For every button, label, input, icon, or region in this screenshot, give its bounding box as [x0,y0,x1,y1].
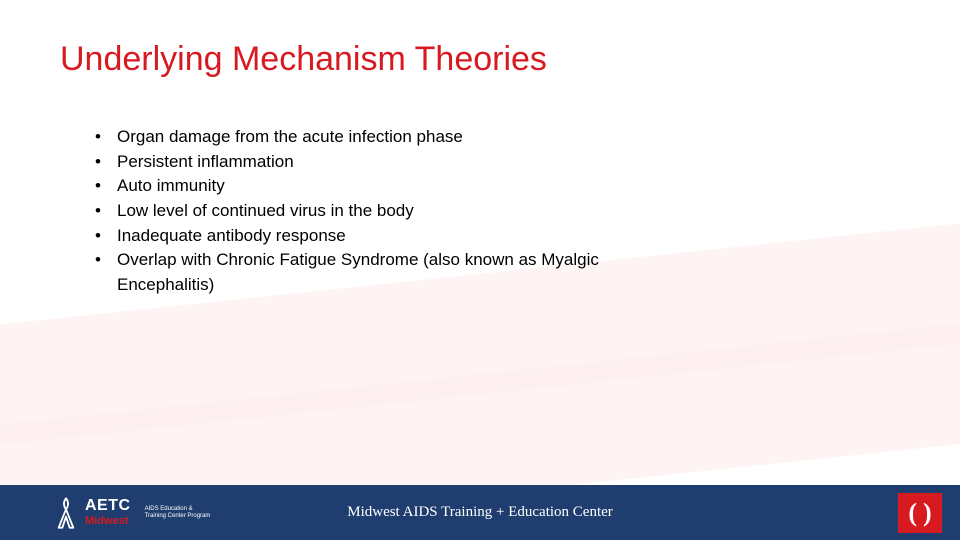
logo-main-text: AETC [85,498,131,514]
list-item: Overlap with Chronic Fatigue Syndrome (a… [95,248,655,297]
footer-logo: AETC Midwest AIDS Education & Training C… [55,496,210,530]
list-item: Low level of continued virus in the body [95,199,655,224]
logo-small-line: AIDS Education & [145,506,211,513]
footer-bar: AETC Midwest AIDS Education & Training C… [0,485,960,540]
logo-small-line: Training Center Program [145,513,211,520]
logo-sub-text: Midwest [85,516,131,527]
footer-badge: ( ) [898,493,942,533]
list-item: Persistent inflammation [95,150,655,175]
slide-title: Underlying Mechanism Theories [60,40,547,79]
logo-text: AETC Midwest [85,498,131,527]
bullet-list: Organ damage from the acute infection ph… [95,125,655,297]
logo-small-text: AIDS Education & Training Center Program [145,506,211,519]
list-item: Inadequate antibody response [95,224,655,249]
badge-bracket-left: ( [908,498,917,528]
list-item: Organ damage from the acute infection ph… [95,125,655,150]
footer-center-text: Midwest AIDS Training + Education Center [347,504,613,521]
slide: Underlying Mechanism Theories Organ dama… [0,0,960,540]
ribbon-icon [55,496,77,530]
badge-bracket-right: ) [923,498,932,528]
slide-body: Organ damage from the acute infection ph… [95,125,655,297]
list-item: Auto immunity [95,174,655,199]
